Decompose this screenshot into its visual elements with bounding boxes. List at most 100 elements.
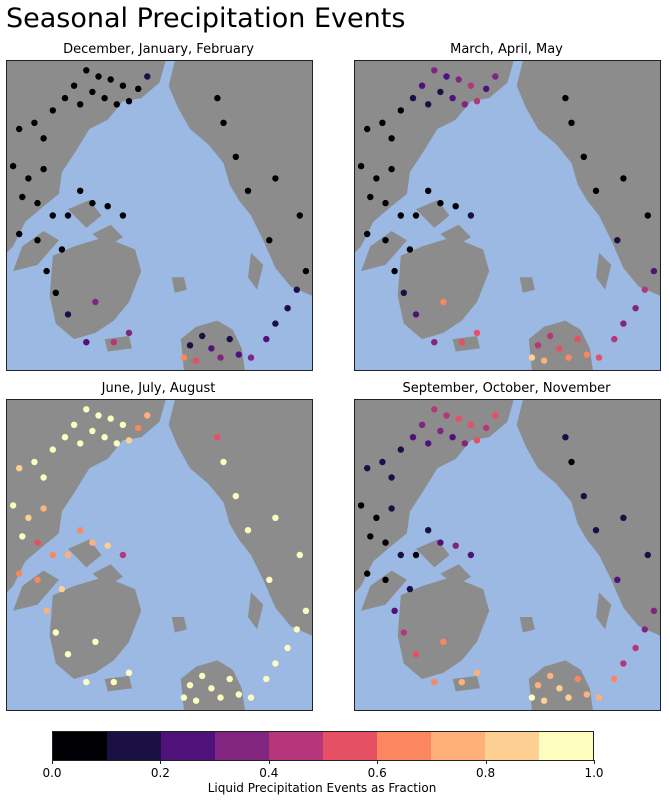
land-mass: [248, 252, 264, 290]
station-point: [431, 339, 438, 346]
station-point: [235, 691, 242, 698]
station-point: [425, 101, 432, 108]
colorbar-tick: [485, 760, 487, 764]
station-point: [104, 203, 111, 210]
station-point: [534, 342, 542, 349]
station-point: [25, 514, 32, 521]
station-point: [620, 514, 627, 521]
land-mass: [171, 617, 187, 633]
station-point: [592, 187, 600, 194]
station-point: [458, 678, 465, 686]
station-point: [49, 107, 56, 114]
station-point: [473, 98, 481, 105]
station-point: [409, 434, 417, 441]
station-point: [83, 406, 90, 413]
station-point: [437, 88, 444, 96]
station-point: [592, 527, 600, 534]
station-point: [113, 101, 121, 108]
station-point: [64, 551, 72, 559]
colorbar-segment: [485, 732, 539, 760]
station-point: [302, 607, 310, 614]
station-point: [43, 607, 50, 614]
station-point: [443, 73, 450, 80]
station-point: [492, 73, 499, 80]
station-point: [565, 354, 572, 361]
colorbar-tick-label: 1.0: [584, 766, 604, 780]
station-point: [125, 329, 133, 337]
station-point: [266, 237, 273, 244]
land-mass: [7, 400, 166, 593]
station-point: [110, 339, 118, 346]
station-point: [217, 354, 224, 361]
station-point: [367, 193, 374, 201]
station-point: [83, 67, 90, 74]
station-point: [388, 165, 395, 173]
station-point: [77, 101, 84, 108]
station-point: [641, 626, 648, 633]
colorbar-tick: [268, 760, 270, 764]
station-point: [620, 175, 627, 182]
station-point: [473, 437, 481, 444]
station-point: [528, 694, 536, 701]
land-mass: [596, 252, 612, 290]
station-point: [89, 88, 96, 96]
station-point: [58, 585, 66, 593]
station-point: [492, 412, 499, 419]
station-point: [574, 335, 581, 343]
station-point: [437, 199, 444, 207]
station-point: [208, 685, 215, 692]
station-point: [125, 437, 133, 444]
station-point: [611, 335, 618, 343]
station-point: [412, 551, 420, 559]
station-point: [418, 82, 426, 89]
station-point: [388, 474, 395, 481]
station-point: [95, 412, 102, 419]
station-point: [556, 345, 563, 352]
station-point: [461, 101, 468, 108]
station-point: [9, 162, 17, 170]
station-point: [49, 212, 56, 219]
station-point: [367, 533, 374, 540]
station-point: [52, 289, 59, 296]
station-point: [61, 434, 69, 441]
station-point: [77, 187, 84, 194]
station-point: [70, 82, 78, 89]
station-point: [382, 576, 389, 583]
station-point: [388, 135, 395, 142]
land-mass: [68, 200, 102, 228]
station-point: [425, 527, 432, 534]
colorbar-segment: [53, 732, 107, 760]
station-point: [302, 267, 310, 275]
colorbar-label: Liquid Precipitation Events as Fraction: [207, 781, 437, 795]
station-point: [357, 502, 365, 509]
station-point: [49, 551, 56, 559]
map-panel: [354, 60, 661, 371]
station-point: [34, 576, 41, 583]
station-point: [412, 311, 420, 318]
figure-title: Seasonal Precipitation Events: [6, 3, 406, 34]
station-point: [101, 434, 108, 441]
land-mass: [416, 539, 450, 568]
station-point: [144, 412, 151, 419]
station-point: [473, 669, 481, 676]
station-point: [89, 427, 96, 435]
colorbar-tick: [52, 760, 53, 764]
land-mass: [416, 200, 450, 228]
station-point: [400, 629, 407, 636]
station-point: [113, 440, 121, 447]
station-point: [220, 119, 227, 126]
station-point: [92, 638, 99, 645]
station-point: [452, 542, 459, 549]
colorbar: [52, 731, 594, 761]
land-mass: [104, 675, 132, 692]
station-point: [77, 440, 84, 447]
station-point: [614, 237, 621, 244]
station-point: [437, 427, 444, 435]
station-point: [284, 644, 291, 652]
panel-title: December, January, February: [63, 42, 254, 57]
station-point: [64, 212, 72, 219]
land-mass: [13, 231, 59, 272]
map-panel: [354, 399, 661, 711]
station-point: [19, 533, 26, 540]
station-point: [431, 406, 438, 413]
